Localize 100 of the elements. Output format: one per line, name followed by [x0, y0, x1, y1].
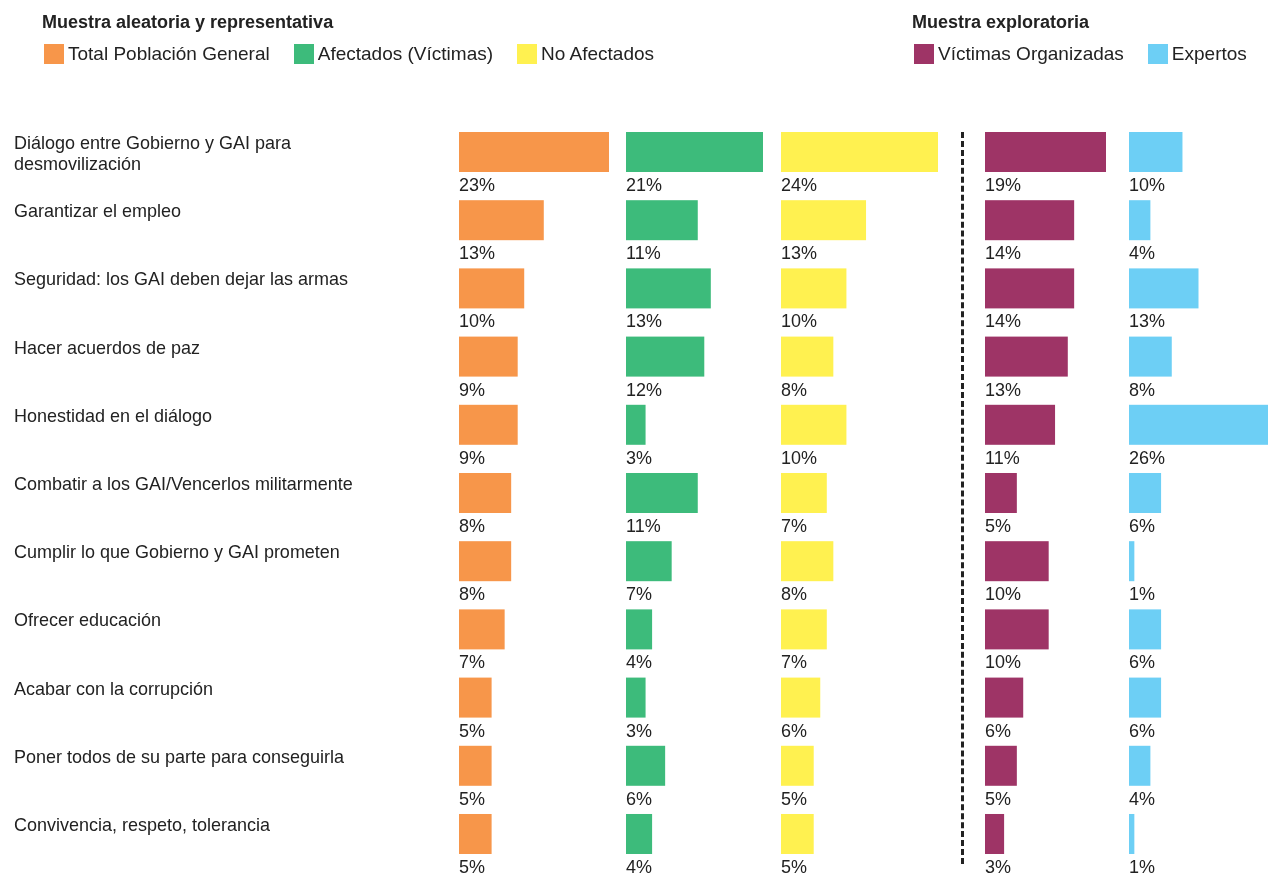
data-label: 13%	[1129, 311, 1166, 332]
bar	[985, 404, 1056, 445]
bar	[626, 404, 646, 445]
data-label: 10%	[985, 584, 1022, 605]
bar	[459, 200, 544, 241]
bar	[985, 541, 1049, 582]
bar	[985, 677, 1024, 718]
bar	[1129, 677, 1162, 718]
data-label: 8%	[1129, 379, 1155, 400]
data-label: 7%	[626, 584, 652, 605]
data-label: 6%	[1129, 515, 1155, 536]
data-label: 13%	[626, 311, 663, 332]
data-label: 13%	[985, 379, 1022, 400]
data-label: 5%	[985, 515, 1011, 536]
bar	[459, 745, 492, 786]
y-tick-label: Combatir a los GAI/Vencerlos militarmente	[14, 474, 353, 495]
y-tick-label: Diálogo entre Gobierno y GAI para desmovilización	[14, 133, 291, 175]
bar	[459, 268, 525, 309]
bar	[626, 745, 666, 786]
legend-label: Total Población General	[68, 43, 270, 65]
data-label: 1%	[1129, 856, 1155, 876]
legend-title: Muestra aleatoria y representativa	[42, 12, 335, 33]
data-label: 3%	[626, 720, 652, 741]
legend-label: Víctimas Organizadas	[938, 43, 1124, 65]
bar	[781, 268, 847, 309]
y-tick-label: Ofrecer educación	[14, 610, 161, 631]
data-label: 4%	[626, 652, 652, 673]
data-label: 11%	[985, 447, 1020, 468]
data-label: 6%	[1129, 652, 1155, 673]
data-label: 3%	[626, 447, 652, 468]
bar	[1129, 336, 1172, 377]
data-label: 10%	[781, 311, 818, 332]
legend-label: Expertos	[1171, 43, 1247, 65]
bar	[459, 132, 609, 172]
bar	[1129, 745, 1151, 786]
bar	[1129, 813, 1135, 854]
bar	[1129, 541, 1135, 582]
data-label: 6%	[626, 788, 652, 809]
legend-label: No Afectados	[541, 43, 655, 65]
y-tick-label: Honestidad en el diálogo	[14, 405, 212, 426]
y-tick-label: Garantizar el empleo	[14, 201, 181, 222]
bar	[781, 677, 821, 718]
data-label: 6%	[1129, 720, 1155, 741]
bar	[626, 268, 711, 309]
data-label: 12%	[626, 379, 663, 400]
bar	[781, 472, 827, 513]
bar	[459, 677, 492, 718]
data-label: 13%	[781, 243, 818, 264]
data-label: 26%	[1129, 447, 1166, 468]
bar	[626, 336, 705, 377]
bar	[626, 609, 653, 650]
data-label: 5%	[781, 788, 807, 809]
data-label: 6%	[781, 720, 807, 741]
data-label: 23%	[459, 175, 495, 195]
bar	[626, 472, 698, 513]
bar	[459, 609, 505, 650]
data-label: 7%	[459, 652, 485, 673]
y-tick-label: Convivencia, respeto, tolerancia	[14, 815, 270, 836]
data-label: 10%	[985, 652, 1022, 673]
data-label: 5%	[781, 856, 807, 876]
bar	[985, 336, 1068, 377]
bar	[985, 745, 1017, 786]
bar	[781, 132, 938, 172]
data-label: 5%	[459, 856, 485, 876]
bar	[626, 541, 672, 582]
bar	[781, 541, 834, 582]
bar	[1129, 200, 1151, 241]
y-tick-label: Poner todos de su parte para conseguirla	[14, 746, 344, 767]
bar	[781, 336, 834, 377]
legend-title: Muestra exploratoria	[912, 12, 1091, 33]
bar	[781, 200, 867, 241]
bar	[1129, 268, 1199, 309]
bar	[626, 677, 646, 718]
bar	[459, 472, 512, 513]
data-label: 14%	[985, 243, 1022, 264]
data-label: 11%	[626, 243, 661, 264]
data-label: 21%	[626, 175, 663, 195]
data-label: 5%	[459, 788, 485, 809]
data-label: 24%	[781, 175, 818, 195]
bar	[781, 745, 814, 786]
legend-label: Afectados (Víctimas)	[317, 43, 494, 65]
bar	[1129, 609, 1162, 650]
data-label: 4%	[626, 856, 652, 876]
bar	[985, 200, 1075, 241]
bar	[1129, 404, 1268, 445]
data-label: 8%	[459, 584, 485, 605]
data-label: 7%	[781, 652, 807, 673]
bar	[985, 609, 1049, 650]
data-label: 8%	[781, 584, 807, 605]
data-label: 4%	[1129, 243, 1155, 264]
bar	[626, 813, 653, 854]
bar	[459, 336, 518, 377]
bar	[459, 541, 512, 582]
data-label: 1%	[1129, 584, 1155, 605]
data-label: 9%	[459, 379, 485, 400]
bar	[626, 132, 763, 172]
y-tick-label: Hacer acuerdos de paz	[14, 337, 200, 358]
data-label: 7%	[781, 515, 807, 536]
bar	[985, 472, 1017, 513]
bar	[1129, 132, 1183, 172]
